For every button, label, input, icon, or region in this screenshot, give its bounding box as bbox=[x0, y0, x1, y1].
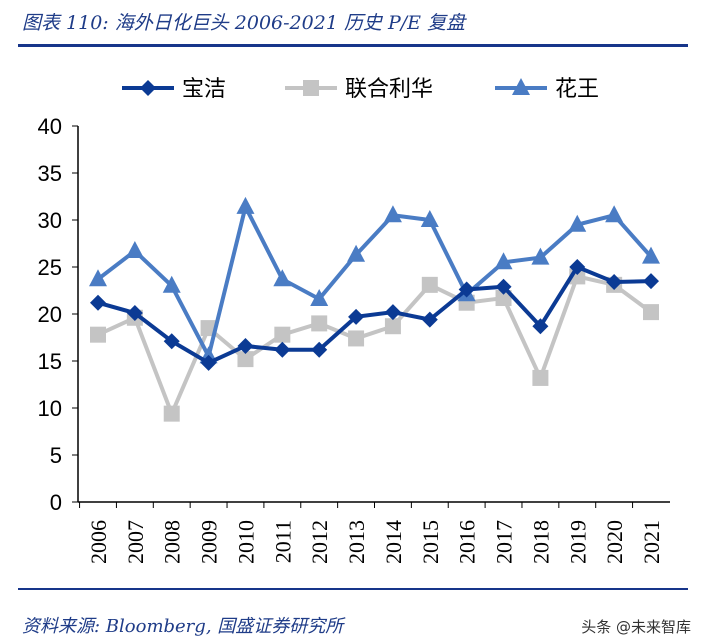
y-tick-label: 20 bbox=[38, 302, 62, 327]
legend-marker bbox=[303, 80, 319, 96]
series-line bbox=[97, 274, 653, 419]
series-line bbox=[96, 201, 653, 362]
footer-divider bbox=[18, 588, 688, 590]
data-point bbox=[384, 304, 401, 321]
data-point bbox=[458, 281, 475, 298]
data-point bbox=[643, 273, 659, 290]
data-point bbox=[348, 330, 365, 347]
figure-title: 图表 110: 海外日化巨头 2006-2021 历史 P/E 复盘 bbox=[22, 12, 466, 34]
x-tick-label: 2007 bbox=[123, 520, 148, 564]
data-point bbox=[90, 326, 106, 343]
data-point bbox=[348, 308, 365, 325]
y-tick-label: 35 bbox=[38, 161, 62, 186]
data-point bbox=[494, 252, 513, 270]
data-point bbox=[163, 333, 180, 350]
legend-label: 宝洁 bbox=[182, 77, 226, 102]
data-point bbox=[532, 318, 549, 335]
data-point bbox=[89, 269, 107, 287]
source-note: 资料来源: Bloomberg, 国盛证券研究所 bbox=[22, 616, 344, 637]
data-point bbox=[125, 241, 144, 259]
y-tick-label: 25 bbox=[38, 255, 62, 280]
data-point bbox=[200, 354, 217, 371]
x-tick-label: 2010 bbox=[233, 520, 258, 564]
data-point bbox=[532, 369, 549, 386]
x-tick-label: 2006 bbox=[86, 520, 111, 564]
data-point bbox=[347, 244, 366, 262]
data-point bbox=[605, 205, 624, 223]
data-point bbox=[531, 247, 550, 265]
x-tick-label: 2018 bbox=[528, 520, 553, 564]
data-point bbox=[163, 405, 180, 422]
data-point bbox=[237, 337, 254, 354]
x-tick-label: 2016 bbox=[455, 520, 480, 564]
data-point bbox=[126, 305, 143, 322]
legend-marker bbox=[140, 80, 156, 96]
series-1 bbox=[90, 268, 659, 422]
x-tick-label: 2019 bbox=[565, 520, 590, 564]
data-point bbox=[383, 205, 402, 223]
x-tick-label: 2008 bbox=[160, 520, 185, 564]
data-point bbox=[569, 259, 586, 275]
x-tick-label: 2009 bbox=[197, 520, 222, 564]
x-tick-label: 2017 bbox=[492, 520, 517, 564]
x-tick-label: 2014 bbox=[381, 520, 406, 564]
data-point bbox=[421, 276, 438, 293]
y-tick-label: 40 bbox=[38, 114, 62, 139]
data-point bbox=[162, 275, 181, 293]
data-point bbox=[236, 196, 255, 214]
data-point bbox=[90, 294, 106, 311]
data-point bbox=[606, 274, 623, 291]
y-tick-label: 15 bbox=[38, 349, 62, 374]
data-point bbox=[495, 278, 512, 295]
data-point bbox=[274, 326, 291, 343]
data-point bbox=[495, 290, 512, 307]
data-point bbox=[310, 288, 329, 306]
data-point bbox=[642, 246, 660, 264]
y-tick-label: 5 bbox=[50, 443, 62, 468]
legend-label: 联合利华 bbox=[345, 77, 433, 102]
watermark: 头条 @未来智库 bbox=[581, 618, 691, 636]
x-tick-label: 2021 bbox=[639, 520, 664, 564]
data-point bbox=[568, 214, 587, 232]
data-point bbox=[273, 269, 292, 287]
y-tick-label: 0 bbox=[50, 490, 62, 515]
data-point bbox=[420, 210, 439, 227]
series-0 bbox=[90, 259, 659, 371]
legend-label: 花王 bbox=[555, 77, 599, 102]
y-tick-label: 30 bbox=[38, 208, 62, 233]
series-line bbox=[97, 264, 652, 366]
x-tick-label: 2011 bbox=[270, 520, 295, 563]
x-tick-label: 2012 bbox=[307, 520, 332, 564]
legend-item: 联合利华 bbox=[285, 77, 433, 102]
data-point bbox=[643, 304, 659, 321]
data-point bbox=[421, 311, 438, 328]
legend-item: 花王 bbox=[495, 77, 599, 102]
data-point bbox=[311, 341, 328, 358]
x-tick-label: 2020 bbox=[602, 520, 627, 564]
x-tick-label: 2015 bbox=[418, 520, 443, 564]
data-point bbox=[237, 351, 254, 368]
data-point bbox=[311, 315, 328, 332]
y-tick-label: 10 bbox=[38, 396, 62, 421]
data-point bbox=[274, 341, 291, 358]
title-divider bbox=[18, 44, 688, 47]
legend-marker bbox=[512, 78, 530, 95]
data-point bbox=[384, 318, 401, 335]
legend-item: 宝洁 bbox=[122, 77, 226, 102]
x-tick-label: 2013 bbox=[344, 520, 369, 564]
